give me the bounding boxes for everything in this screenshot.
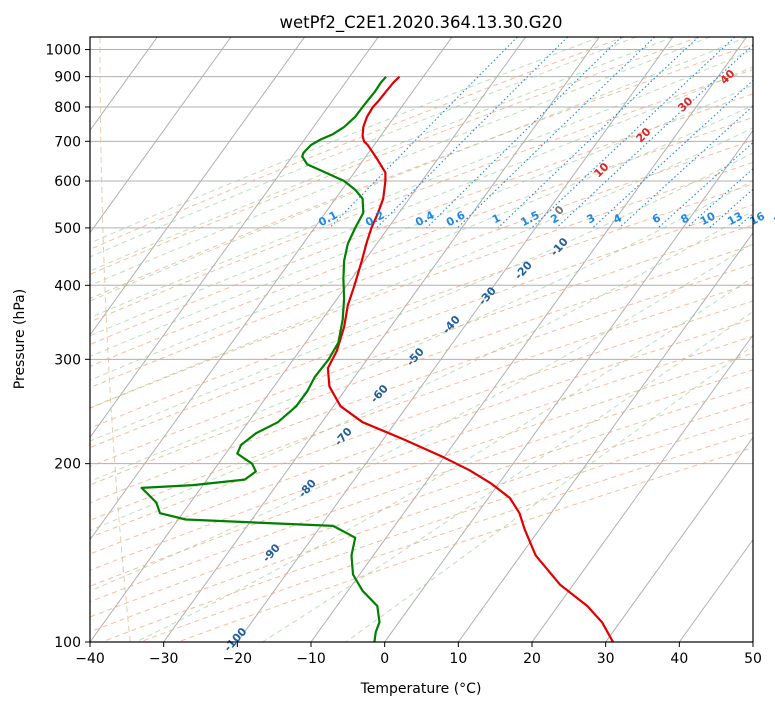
isotherm-gridline	[605, 436, 753, 642]
x-tick-label: 0	[380, 651, 389, 667]
mixing-ratio-line	[759, 37, 775, 228]
moist-adiabat-line	[90, 37, 747, 302]
mixing-ratio-line	[618, 105, 753, 229]
dry-adiabat-line	[101, 416, 753, 642]
chart-title: wetPf2_C2E1.2020.364.13.30.G20	[279, 13, 562, 33]
background-lines	[0, 37, 775, 642]
moist-adiabat-line	[345, 345, 753, 642]
dry-adiabat-line	[90, 37, 625, 250]
y-tick-label: 800	[54, 100, 81, 116]
moist-adiabat-line	[90, 37, 710, 287]
y-tick-label: 300	[54, 352, 81, 368]
mixing-ratio-label: 10	[698, 209, 718, 228]
isotherm-gridline	[90, 37, 232, 234]
x-tick-label: 10	[449, 651, 467, 667]
isotherm-gridline	[752, 641, 753, 642]
dry-adiabat-line	[90, 263, 753, 504]
isotherm-gridline	[236, 37, 674, 642]
dry-adiabat-line	[90, 183, 753, 429]
isotherm-gridline	[457, 231, 753, 642]
x-tick-label: −20	[223, 651, 253, 667]
dry-adiabat-line	[90, 385, 753, 618]
y-tick-label: 600	[54, 174, 81, 190]
mixing-ratio-label: 13	[725, 209, 745, 228]
y-tick-label: 900	[54, 70, 81, 86]
plot-frame	[89, 36, 754, 643]
mixing-ratio-line	[329, 37, 518, 229]
isotherm-gridline	[531, 334, 753, 642]
moist-adiabat-line	[90, 66, 753, 337]
y-axis-label: Pressure (hPa)	[12, 289, 28, 389]
dry-adiabat-line	[177, 447, 753, 642]
x-tick-label: 40	[670, 651, 688, 667]
reference-curve	[99, 37, 131, 642]
dry-adiabat-line	[90, 37, 700, 275]
isotherm-gridline	[90, 37, 527, 642]
x-tick-label: −10	[296, 651, 326, 667]
isotherm-gridline	[90, 37, 453, 541]
dry-adiabat-line	[90, 369, 753, 603]
dry-adiabat-line	[90, 204, 753, 449]
moist-adiabat-line	[90, 210, 753, 531]
plot-background	[90, 37, 753, 642]
moist-adiabat-line	[90, 104, 753, 381]
dry-adiabat-line	[90, 116, 753, 367]
y-tick-label: 400	[54, 278, 81, 294]
profile-lines	[140, 75, 614, 642]
y-tick-label: 1000	[45, 43, 81, 59]
mixing-ratio-line	[376, 37, 568, 229]
dry-adiabat-line	[90, 93, 753, 346]
dewpoint-profile	[140, 75, 387, 642]
y-tick-label: 200	[54, 457, 81, 473]
x-tick-label: 30	[597, 651, 615, 667]
isotherm-gridline	[384, 129, 753, 642]
axis-ticks: −40 −30 −20 −10 0 10 20 30 40 50 1000 900 800 700 600 5…	[45, 43, 762, 667]
isotherm-gridline	[90, 37, 306, 336]
moist-adiabat-line	[90, 49, 753, 319]
y-tick-label: 500	[54, 221, 81, 237]
x-tick-label: −40	[75, 651, 105, 667]
isotherm-gridline	[163, 37, 600, 642]
mixing-ratio-label: 20	[772, 209, 775, 228]
mixing-ratio-line	[556, 44, 753, 229]
mixing-ratio-line	[456, 37, 655, 229]
x-tick-label: −30	[149, 651, 179, 667]
x-axis-label: Temperature (°C)	[360, 681, 482, 697]
temperature-profile	[326, 75, 614, 642]
moist-adiabat-line	[90, 37, 600, 244]
moist-adiabat-line	[90, 84, 753, 358]
y-tick-label: 100	[54, 635, 81, 651]
mixing-ratio-line	[426, 37, 622, 229]
x-tick-label: 50	[744, 651, 762, 667]
isotherm-gridline	[678, 538, 753, 642]
isotherm-gridline	[90, 37, 379, 439]
dry-adiabat-line	[90, 282, 753, 521]
moist-adiabat-line	[90, 37, 674, 272]
mixing-ratio-line	[592, 79, 753, 229]
mixing-ratio-label: 16	[747, 209, 767, 228]
moist-adiabat-line	[90, 127, 753, 409]
dry-adiabat-line	[90, 335, 753, 571]
dry-adiabat-line	[90, 318, 753, 555]
x-tick-label: 20	[523, 651, 541, 667]
isotherm-gridline	[0, 37, 10, 642]
y-tick-label: 700	[54, 134, 81, 150]
